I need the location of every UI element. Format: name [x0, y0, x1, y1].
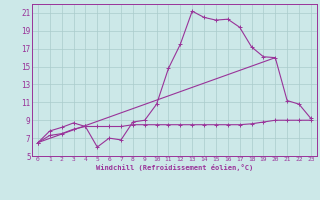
- X-axis label: Windchill (Refroidissement éolien,°C): Windchill (Refroidissement éolien,°C): [96, 164, 253, 171]
